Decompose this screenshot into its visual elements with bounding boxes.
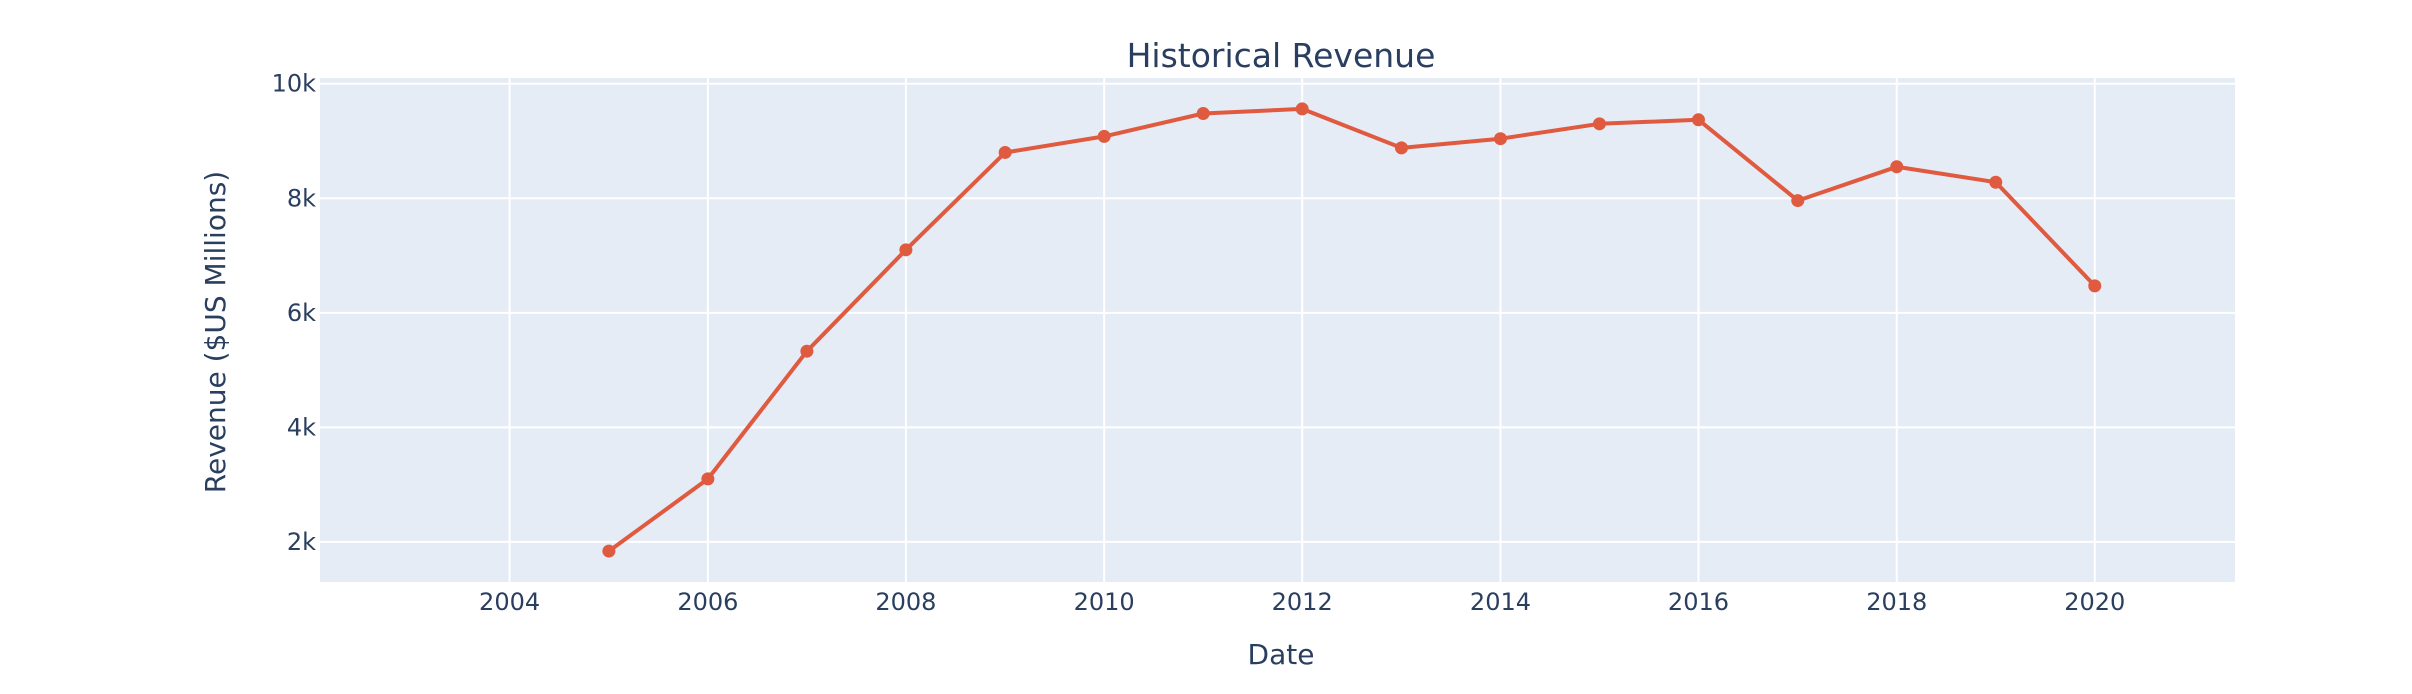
x-gridlines [508,78,2096,582]
data-points [602,102,2102,558]
x-tick-label: 2008 [875,588,936,616]
data-point [998,145,1012,159]
y-tick-label: 2k [287,528,316,556]
y-tick-label: 4k [287,413,316,441]
data-point [1691,113,1705,127]
data-point [701,472,715,486]
x-tick-label: 2020 [2064,588,2125,616]
y-axis-title: Revenue ($US Millions) [199,171,232,493]
x-tick-label: 2014 [1470,588,1531,616]
data-point [1295,102,1309,116]
x-tick-label: 2016 [1668,588,1729,616]
y-gridlines [320,82,2235,543]
data-point [899,243,913,257]
x-axis-title: Date [1248,638,1315,671]
data-point [1592,117,1606,131]
x-tick-label: 2006 [677,588,738,616]
y-tick-label: 6k [287,299,316,327]
revenue-line [607,106,2097,553]
data-point [1890,160,1904,174]
x-tick-label: 2012 [1272,588,1333,616]
y-tick-label: 8k [287,184,316,212]
x-tick-labels: 2004 2006 2008 2010 2012 2014 2016 2018 2020 [479,588,2125,616]
data-point [1989,175,2003,189]
data-point [800,344,814,358]
data-point [2088,279,2102,293]
data-point [1493,132,1507,146]
data-point [1097,129,1111,143]
x-tick-label: 2018 [1866,588,1927,616]
y-tick-label: 10k [272,70,317,98]
data-point [1394,141,1408,155]
chart-title: Historical Revenue [1127,36,1436,75]
data-point [602,544,616,558]
x-tick-label: 2004 [479,588,540,616]
plot-area [320,78,2235,582]
x-tick-label: 2010 [1074,588,1135,616]
data-point [1791,194,1805,208]
data-point [1196,107,1210,121]
y-tick-labels: 2k 4k 6k 8k 10k [272,70,317,556]
